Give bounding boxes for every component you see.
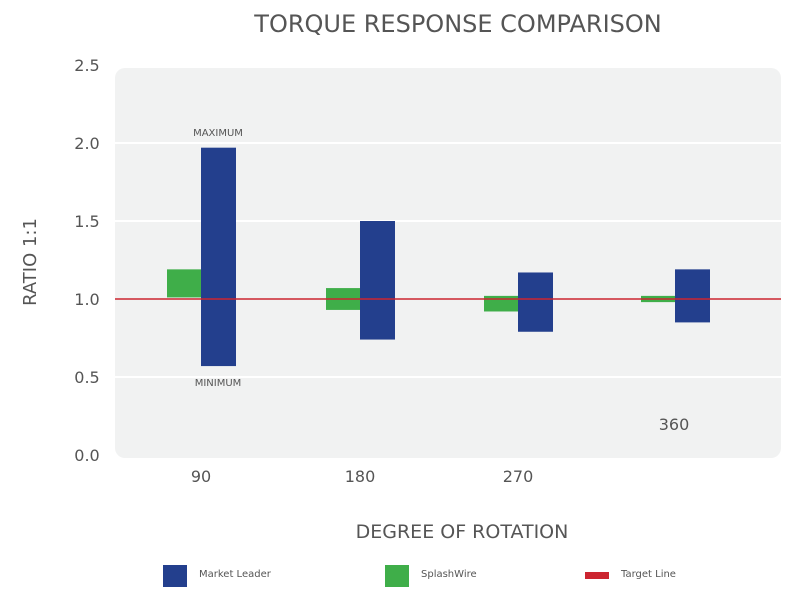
legend-label: SplashWire bbox=[421, 569, 477, 580]
x-tick-label: 90 bbox=[191, 467, 211, 486]
maximum-annotation: MAXIMUM bbox=[193, 128, 243, 139]
y-tick-label: 0.5 bbox=[74, 368, 99, 387]
bar-splashwire bbox=[167, 269, 201, 298]
legend-swatch bbox=[385, 565, 409, 587]
x-tick-label: 360 bbox=[659, 415, 690, 434]
minimum-annotation: MINIMUM bbox=[195, 378, 242, 389]
x-tick-label: 270 bbox=[503, 467, 534, 486]
legend-swatch bbox=[163, 565, 187, 587]
bar-market-leader bbox=[518, 272, 553, 332]
y-tick-label: 1.5 bbox=[74, 212, 99, 231]
plot-area bbox=[115, 68, 781, 458]
y-tick-label: 0.0 bbox=[74, 446, 99, 465]
legend-swatch bbox=[585, 572, 609, 579]
legend-label: Target Line bbox=[620, 569, 676, 580]
legend-label: Market Leader bbox=[199, 569, 272, 580]
bar-market-leader bbox=[675, 269, 710, 323]
y-tick-label: 2.5 bbox=[74, 56, 99, 75]
y-axis-label: RATIO 1:1 bbox=[20, 218, 41, 306]
y-tick-label: 2.0 bbox=[74, 134, 99, 153]
chart-title: TORQUE RESPONSE COMPARISON bbox=[253, 10, 661, 38]
bar-splashwire bbox=[484, 295, 518, 312]
x-axis-label: DEGREE OF ROTATION bbox=[356, 521, 569, 543]
y-tick-label: 1.0 bbox=[74, 290, 99, 309]
x-tick-label: 180 bbox=[345, 467, 376, 486]
bar-market-leader bbox=[360, 221, 395, 340]
bar-market-leader bbox=[201, 147, 236, 367]
